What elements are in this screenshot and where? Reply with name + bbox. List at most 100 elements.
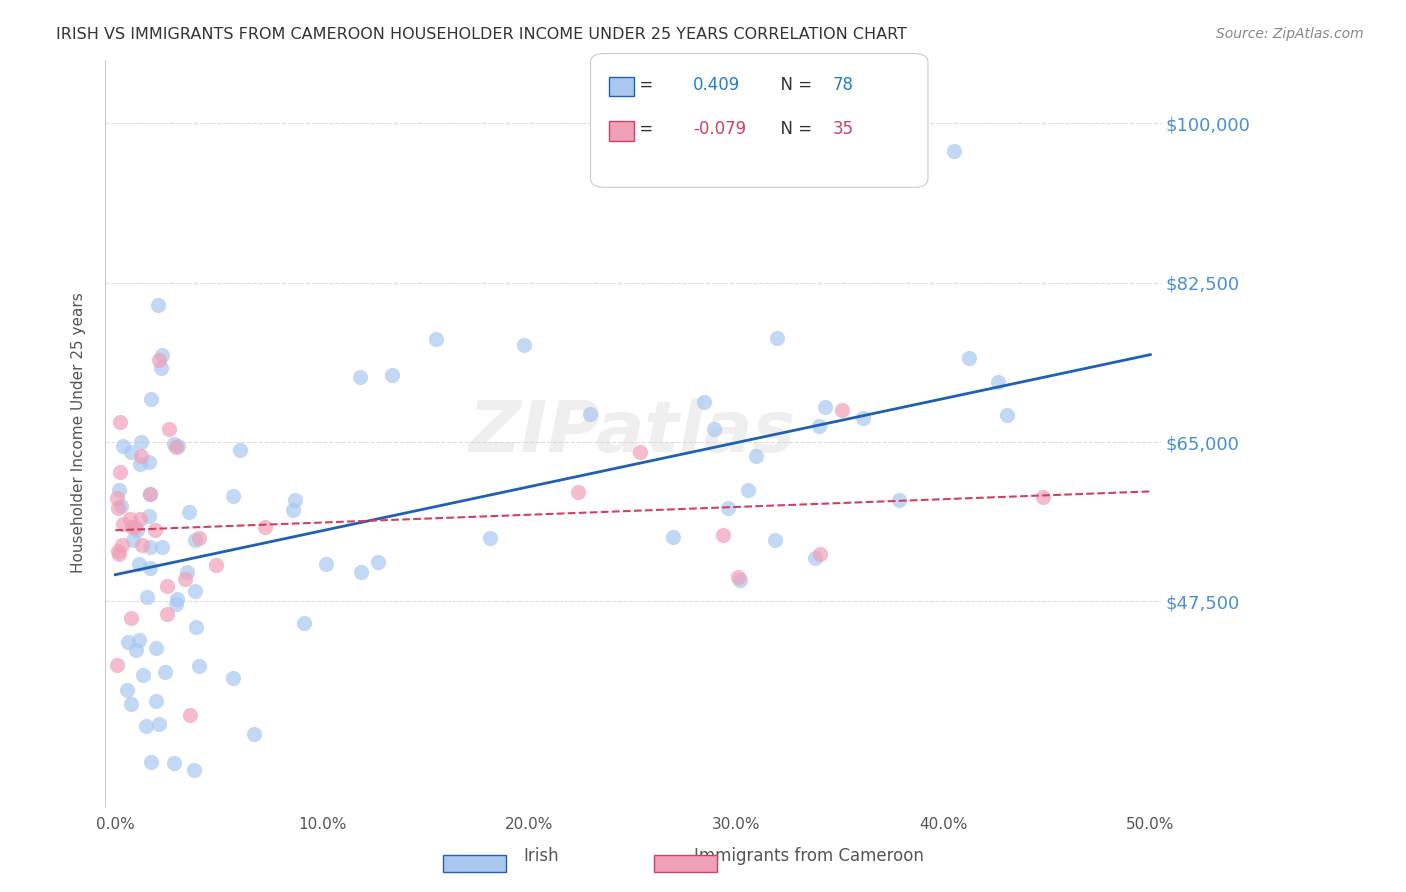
Point xyxy=(138,486,160,500)
Point xyxy=(766,331,789,345)
Point xyxy=(995,408,1018,422)
Point xyxy=(166,439,188,453)
Point xyxy=(153,665,176,680)
Point xyxy=(205,558,228,573)
Text: Immigrants from Cameroon: Immigrants from Cameroon xyxy=(693,847,924,865)
Point xyxy=(124,519,146,533)
Point xyxy=(283,492,305,507)
Point xyxy=(184,533,207,547)
Text: R =: R = xyxy=(612,120,658,138)
Point xyxy=(222,671,245,685)
Point xyxy=(148,353,170,368)
Point xyxy=(145,640,167,655)
Point xyxy=(117,635,139,649)
Point xyxy=(662,531,685,545)
Point xyxy=(852,410,875,425)
Point xyxy=(108,415,131,429)
Point xyxy=(125,643,148,657)
Text: ZIPatlas: ZIPatlas xyxy=(470,399,797,467)
Point xyxy=(367,555,389,569)
Point xyxy=(166,591,188,606)
Point xyxy=(243,727,266,741)
Point xyxy=(152,348,174,362)
Point xyxy=(730,573,752,587)
Text: 35: 35 xyxy=(832,120,853,138)
Point xyxy=(943,144,966,158)
Text: 0.409: 0.409 xyxy=(693,76,741,94)
Point xyxy=(229,442,252,457)
Point xyxy=(744,449,766,463)
Point xyxy=(184,584,207,599)
Point xyxy=(381,368,404,382)
Point xyxy=(156,607,179,622)
Point xyxy=(108,483,131,497)
Point xyxy=(107,657,129,672)
Point xyxy=(1032,490,1054,504)
Point xyxy=(128,557,150,571)
Point xyxy=(139,487,162,501)
Y-axis label: Householder Income Under 25 years: Householder Income Under 25 years xyxy=(72,293,86,574)
Point xyxy=(628,445,651,459)
Point xyxy=(987,375,1010,389)
Point xyxy=(152,540,174,554)
Point xyxy=(186,619,208,633)
Point xyxy=(120,698,142,712)
Point xyxy=(122,533,145,548)
Point xyxy=(110,499,132,513)
Point xyxy=(135,719,157,733)
Text: IRISH VS IMMIGRANTS FROM CAMEROON HOUSEHOLDER INCOME UNDER 25 YEARS CORRELATION : IRISH VS IMMIGRANTS FROM CAMEROON HOUSEH… xyxy=(56,27,907,42)
Point xyxy=(148,717,170,731)
Point xyxy=(128,633,150,648)
Point xyxy=(808,547,831,561)
Point xyxy=(165,597,187,611)
Point xyxy=(111,538,134,552)
Point xyxy=(135,591,157,605)
Point xyxy=(254,520,277,534)
Point xyxy=(349,370,371,384)
Point xyxy=(187,658,209,673)
Point xyxy=(129,512,152,526)
Point xyxy=(513,338,536,352)
Point xyxy=(139,756,162,770)
Point xyxy=(281,503,304,517)
Point xyxy=(567,484,589,499)
Text: -0.079: -0.079 xyxy=(693,120,747,138)
Point xyxy=(131,434,153,449)
Text: R =: R = xyxy=(612,76,664,94)
Point xyxy=(165,441,187,455)
Point xyxy=(222,490,245,504)
Point xyxy=(163,756,186,771)
Point xyxy=(957,351,980,365)
Point xyxy=(145,694,167,708)
Point xyxy=(132,667,155,681)
Point xyxy=(727,570,749,584)
Point xyxy=(478,531,501,545)
Point xyxy=(808,418,831,433)
Point xyxy=(292,615,315,630)
Point xyxy=(121,519,143,533)
Point xyxy=(107,491,129,506)
Point xyxy=(831,403,853,417)
Point xyxy=(425,332,447,346)
Point xyxy=(350,565,373,579)
Point xyxy=(143,523,166,537)
Point xyxy=(120,611,142,625)
Point xyxy=(111,517,134,532)
Point xyxy=(163,437,186,451)
Point xyxy=(703,422,725,436)
Point xyxy=(146,298,169,312)
Text: Source: ZipAtlas.com: Source: ZipAtlas.com xyxy=(1216,27,1364,41)
Point xyxy=(176,565,198,579)
Point xyxy=(128,457,150,471)
Point xyxy=(120,511,142,525)
Text: N =: N = xyxy=(770,120,818,138)
Point xyxy=(149,361,172,376)
Point xyxy=(803,550,825,565)
Text: N =: N = xyxy=(770,76,818,94)
Text: Irish: Irish xyxy=(523,847,560,865)
Point xyxy=(108,465,131,479)
Point xyxy=(717,500,740,515)
Point xyxy=(157,422,180,436)
Point xyxy=(117,682,139,697)
Point xyxy=(131,537,153,551)
